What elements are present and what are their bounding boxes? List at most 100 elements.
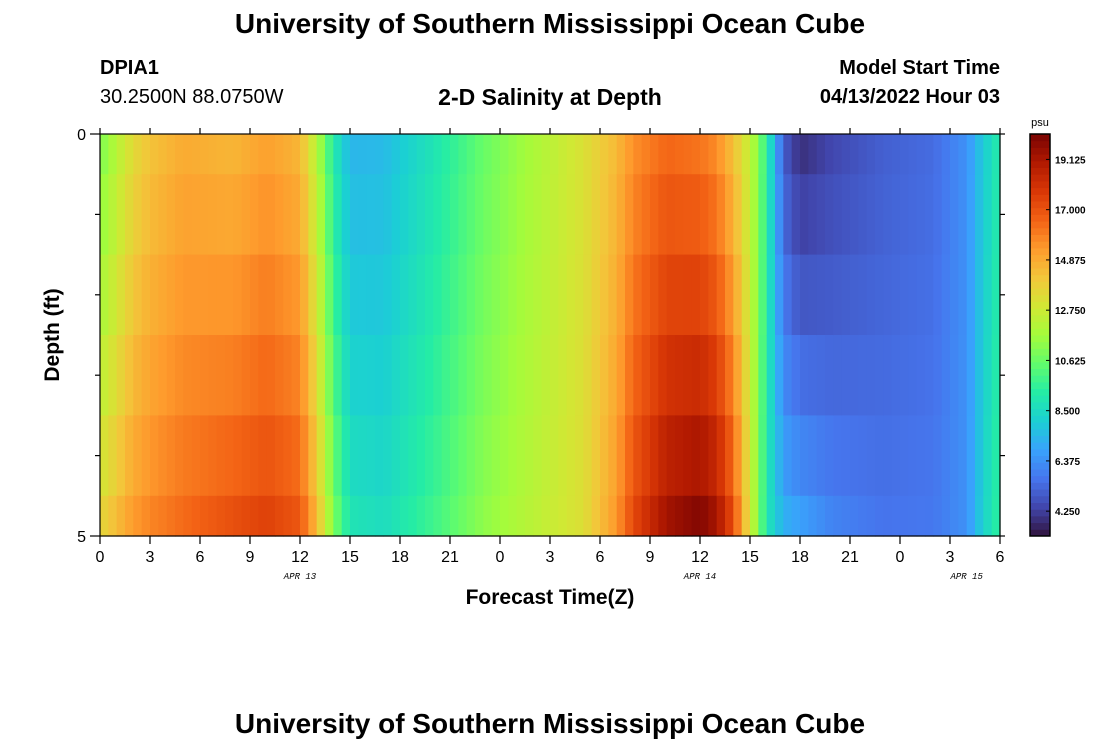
heatmap-cell xyxy=(483,415,493,497)
colorbar-tick-label: 6.375 xyxy=(1055,457,1080,468)
heatmap-cell xyxy=(783,134,793,175)
heatmap-cell xyxy=(650,335,659,416)
heatmap-cell xyxy=(675,254,684,336)
heatmap-cell xyxy=(766,415,776,497)
colorbar-segment xyxy=(1030,194,1050,202)
heatmap-cell xyxy=(158,335,168,416)
heatmap-cell xyxy=(616,174,626,256)
heatmap-cell xyxy=(683,415,693,497)
heatmap-cell xyxy=(358,174,368,256)
colorbar-segment xyxy=(1030,314,1050,323)
colorbar-segment xyxy=(1030,274,1050,282)
heatmap-cell xyxy=(775,415,784,497)
heatmap-cell xyxy=(891,335,901,416)
heatmap-cell xyxy=(483,174,493,256)
heatmap-cell xyxy=(225,335,234,416)
heatmap-cell xyxy=(375,254,384,336)
y-tick-label: 5 xyxy=(77,529,86,546)
heatmap-cell xyxy=(833,335,843,416)
heatmap-cell xyxy=(325,335,334,416)
heatmap-cell xyxy=(691,335,701,416)
heatmap-cell xyxy=(675,335,684,416)
heatmap-cell xyxy=(725,335,734,416)
heatmap-cell xyxy=(633,495,643,537)
heatmap-cell xyxy=(333,254,343,336)
heatmap-cell xyxy=(858,134,868,175)
heatmap-cell xyxy=(366,174,376,256)
heatmap-cell xyxy=(583,335,593,416)
colorbar-segment xyxy=(1030,482,1050,490)
colorbar-segment xyxy=(1030,469,1050,477)
heatmap-cell xyxy=(733,174,743,256)
colorbar-segment xyxy=(1030,388,1050,396)
heatmap-cell xyxy=(500,134,509,175)
heatmap-cell xyxy=(408,134,418,175)
heatmap-cell xyxy=(983,415,993,497)
heatmap-cell xyxy=(716,174,726,256)
heatmap-cell xyxy=(966,254,976,336)
colorbar-segment xyxy=(1030,288,1050,296)
heatmap-cell xyxy=(650,415,659,497)
heatmap-cell xyxy=(966,174,976,256)
heatmap-cell xyxy=(291,335,301,416)
heatmap-cell xyxy=(283,254,293,336)
heatmap-cell xyxy=(425,335,434,416)
heatmap-cell xyxy=(400,415,409,497)
heatmap-cell xyxy=(933,495,943,537)
heatmap-cell xyxy=(475,335,484,416)
heatmap-cell xyxy=(408,254,418,336)
heatmap-cell xyxy=(541,174,551,256)
heatmap-cell xyxy=(900,134,909,175)
heatmap-cell xyxy=(633,174,643,256)
heatmap-cell xyxy=(925,134,934,175)
heatmap-cell xyxy=(375,495,384,537)
heatmap-cell xyxy=(533,335,543,416)
heatmap-cell xyxy=(541,495,551,537)
colorbar-tick-label: 8.500 xyxy=(1055,407,1080,418)
heatmap-cell xyxy=(775,254,784,336)
heatmap-cell xyxy=(133,134,143,175)
heatmap-cell xyxy=(141,415,151,497)
heatmap-cell xyxy=(941,174,951,256)
heatmap-cell xyxy=(358,415,368,497)
heatmap-cell xyxy=(266,174,276,256)
heatmap-cell xyxy=(925,174,934,256)
heatmap-cell xyxy=(233,174,243,256)
colorbar-tick-label: 4.250 xyxy=(1055,507,1080,518)
heatmap-cell xyxy=(925,415,934,497)
heatmap-cell xyxy=(975,174,984,256)
heatmap-cell xyxy=(733,254,743,336)
heatmap-cell xyxy=(900,415,909,497)
heatmap-cell xyxy=(600,254,609,336)
colorbar-segment xyxy=(1030,355,1050,363)
heatmap-cell xyxy=(575,335,584,416)
page-title: University of Southern Mississippi Ocean… xyxy=(234,8,866,39)
heatmap-cell xyxy=(166,415,176,497)
colorbar-segment xyxy=(1030,422,1050,430)
heatmap-cell xyxy=(700,495,709,537)
heatmap-cell xyxy=(700,134,709,175)
colorbar-segment xyxy=(1030,455,1050,463)
colorbar-segment xyxy=(1030,348,1050,356)
heatmap-cell xyxy=(158,415,168,497)
heatmap-cell xyxy=(291,495,301,537)
heatmap-cell xyxy=(825,335,834,416)
x-tick-label: 21 xyxy=(841,549,859,566)
heatmap-cell xyxy=(908,134,918,175)
heatmap-cell xyxy=(608,174,618,256)
heatmap-cell xyxy=(633,254,643,336)
heatmap-cell xyxy=(516,415,526,497)
heatmap-cell xyxy=(666,415,676,497)
heatmap-cell xyxy=(541,415,551,497)
heatmap-cell xyxy=(350,335,359,416)
heatmap-cell xyxy=(141,134,151,175)
heatmap-cell xyxy=(941,335,951,416)
heatmap-cell xyxy=(666,335,676,416)
heatmap-cell xyxy=(291,174,301,256)
heatmap-cell xyxy=(633,335,643,416)
heatmap-cell xyxy=(808,134,818,175)
heatmap-cell xyxy=(941,415,951,497)
heatmap-cell xyxy=(108,495,118,537)
heatmap-cell xyxy=(683,174,693,256)
heatmap-cell xyxy=(316,134,326,175)
